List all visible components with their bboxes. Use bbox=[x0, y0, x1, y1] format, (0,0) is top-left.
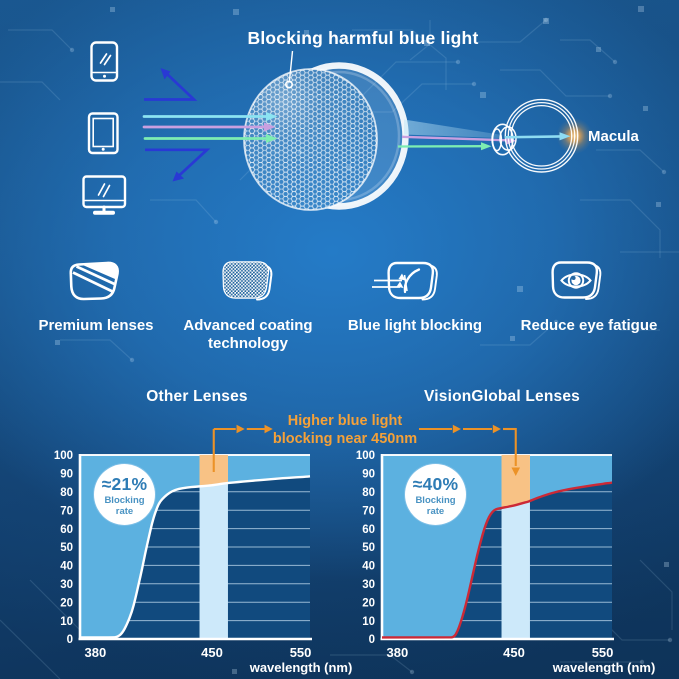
feature-label-coating-technology: Advanced coating technology bbox=[183, 317, 313, 352]
monitor-icon bbox=[82, 175, 127, 215]
transmission-curve bbox=[381, 481, 613, 639]
y-tick-label: 10 bbox=[60, 616, 73, 628]
reduce-eye-fatigue-icon bbox=[551, 261, 602, 300]
x-tick-label: 380 bbox=[387, 645, 409, 660]
feature-label-premium-lenses: Premium lenses bbox=[38, 317, 154, 334]
badge-value: ≈40% bbox=[412, 474, 459, 494]
y-tick-label: 40 bbox=[60, 561, 73, 573]
y-tick-label: 60 bbox=[362, 524, 375, 536]
y-tick-label: 0 bbox=[369, 634, 375, 646]
y-tick-label: 40 bbox=[362, 561, 375, 573]
y-tick-label: 100 bbox=[356, 450, 375, 462]
xlabel-other-lenses: wavelength (nm) bbox=[249, 660, 353, 675]
badge-label-line2: rate bbox=[115, 506, 134, 517]
macula-ray bbox=[504, 132, 571, 141]
y-tick-label: 100 bbox=[54, 450, 73, 462]
diagram-title: Blocking harmful blue light bbox=[247, 28, 479, 48]
y-tick-label: 70 bbox=[60, 505, 73, 517]
blue-light-blocking-icon bbox=[372, 261, 438, 301]
eye-diagram bbox=[491, 98, 579, 173]
features-row: Premium lenses Advanced coating technolo… bbox=[0, 255, 679, 365]
label-leader-line bbox=[284, 50, 294, 89]
blocking-highlight bbox=[501, 455, 530, 508]
chart-title-visionglobal-lenses: VisionGlobal Lenses bbox=[424, 388, 580, 405]
badge-label-line2: rate bbox=[426, 506, 445, 517]
y-tick-label: 50 bbox=[60, 542, 73, 554]
feature-label-reduce-eye-fatigue: Reduce eye fatigue bbox=[520, 317, 658, 334]
blocking-highlight bbox=[199, 455, 228, 487]
x-tick-label: 380 bbox=[85, 645, 107, 660]
y-tick-label: 90 bbox=[362, 469, 375, 481]
y-tick-label: 0 bbox=[67, 634, 73, 646]
x-tick-label: 450 bbox=[503, 645, 525, 660]
badge-label-line1: Blocking bbox=[415, 495, 456, 506]
y-tick-label: 20 bbox=[362, 597, 375, 609]
xlabel-visionglobal-lenses: wavelength (nm) bbox=[552, 660, 656, 675]
reflected-ray-up-icon bbox=[144, 68, 198, 101]
phone-icon bbox=[90, 41, 119, 82]
y-tick-label: 80 bbox=[60, 487, 73, 499]
x-tick-label: 450 bbox=[201, 645, 223, 660]
badge-value: ≈21% bbox=[101, 474, 148, 494]
badge-label-line1: Blocking bbox=[104, 495, 145, 506]
tablet-icon bbox=[87, 112, 119, 155]
annotation-line2: blocking near 450nm bbox=[272, 431, 418, 447]
y-tick-label: 30 bbox=[362, 579, 375, 591]
chart-title-other-lenses: Other Lenses bbox=[146, 388, 248, 405]
y-tick-label: 10 bbox=[362, 616, 375, 628]
y-tick-label: 60 bbox=[60, 524, 73, 536]
y-tick-label: 20 bbox=[60, 597, 73, 609]
blocking-rate-badge-visionglobal: ≈40% Blocking rate bbox=[405, 464, 466, 525]
annotation-line1: Higher blue light bbox=[287, 413, 403, 429]
y-tick-label: 90 bbox=[60, 469, 73, 481]
blocking-rate-badge-other: ≈21% Blocking rate bbox=[94, 464, 155, 525]
lens-coating-graphic bbox=[243, 62, 409, 211]
transmitted-beam bbox=[397, 119, 517, 151]
feature-label-blue-light-blocking: Blue light blocking bbox=[347, 317, 483, 334]
y-tick-label: 50 bbox=[362, 542, 375, 554]
premium-lenses-icon bbox=[69, 261, 119, 301]
y-tick-label: 80 bbox=[362, 487, 375, 499]
transmission-curve bbox=[79, 475, 311, 639]
other-lenses-chart: 0 10 20 30 40 50 60 70 80 90 100 380 450 550 bbox=[54, 450, 312, 660]
visionglobal-lenses-chart: 0 10 20 30 40 50 60 70 80 90 100 380 450 550 bbox=[356, 450, 614, 660]
reflected-ray-down-icon bbox=[145, 148, 211, 182]
y-tick-label: 70 bbox=[362, 505, 375, 517]
incoming-rays bbox=[142, 112, 278, 143]
x-tick-label: 550 bbox=[592, 645, 614, 660]
x-tick-label: 550 bbox=[290, 645, 312, 660]
y-tick-label: 30 bbox=[60, 579, 73, 591]
macula-label: Macula bbox=[588, 128, 639, 145]
coating-technology-icon bbox=[222, 261, 273, 301]
